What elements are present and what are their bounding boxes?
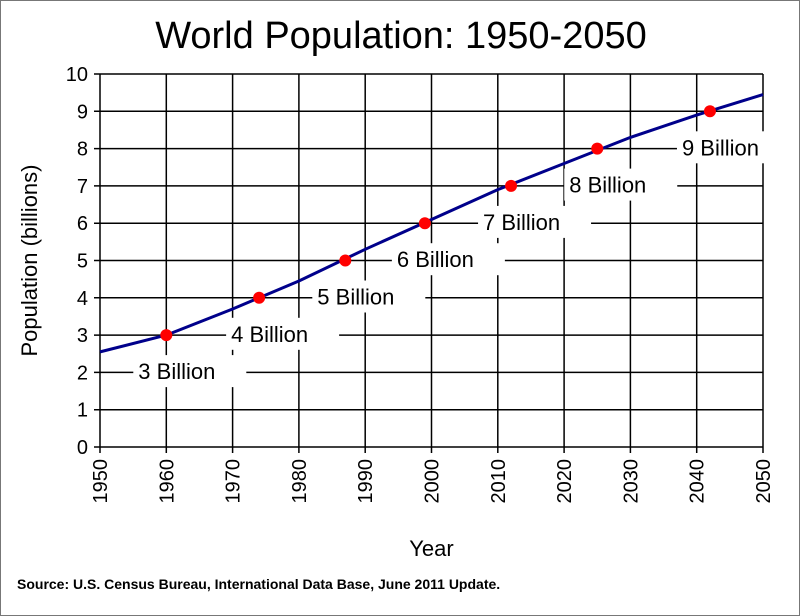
x-tick-label: 1980	[289, 459, 311, 504]
milestone-label-bg	[312, 280, 426, 313]
milestone-point	[253, 291, 266, 304]
milestone-point	[418, 217, 431, 230]
x-tick-label: 2040	[687, 459, 709, 504]
milestone-point	[703, 105, 716, 118]
milestone-point	[591, 142, 604, 155]
x-tick-label: 1950	[90, 459, 112, 504]
x-tick-label: 1990	[355, 459, 377, 504]
y-tick-label: 10	[66, 64, 88, 86]
milestone-label-bg	[564, 168, 678, 201]
milestone-label-bg	[478, 205, 592, 238]
milestone-label: 6 Billion	[397, 247, 474, 272]
x-tick-label: 1970	[223, 459, 245, 504]
y-axis-label: Population (billions)	[17, 165, 42, 357]
milestone-label-bg	[133, 355, 247, 388]
y-tick-label: 1	[77, 400, 88, 422]
milestone-label-bg	[226, 317, 340, 350]
source-note: Source: U.S. Census Bureau, Internationa…	[17, 576, 501, 592]
milestone-label-bg	[391, 243, 505, 276]
milestone-label: 3 Billion	[138, 359, 215, 384]
x-tick-label: 2050	[753, 459, 775, 504]
y-tick-label: 5	[77, 251, 88, 273]
chart-title: World Population: 1950-2050	[155, 15, 647, 57]
y-tick-label: 0	[77, 437, 88, 459]
y-tick-label: 3	[77, 325, 88, 347]
milestone-label: 7 Billion	[483, 210, 560, 235]
population-line	[99, 93, 764, 354]
x-tick-label: 2020	[554, 459, 576, 504]
y-tick-label: 4	[77, 288, 88, 310]
milestone-point	[160, 329, 173, 342]
x-tick-label: 1960	[156, 459, 178, 504]
milestone-label: 5 Billion	[317, 285, 394, 310]
milestone-point	[505, 179, 518, 192]
y-tick-label: 6	[77, 213, 88, 235]
y-tick-label: 9	[77, 101, 88, 123]
milestone-label-bg	[676, 131, 790, 164]
x-tick-label: 2000	[422, 459, 444, 504]
x-axis-label: Year	[409, 536, 453, 561]
milestone-label: 8 Billion	[569, 173, 646, 198]
milestone-label: 4 Billion	[231, 322, 308, 347]
x-tick-label: 2010	[488, 459, 510, 504]
x-tick-label: 2030	[620, 459, 642, 504]
y-tick-label: 7	[77, 176, 88, 198]
milestone-label: 9 Billion	[682, 135, 759, 160]
milestone-point	[339, 254, 352, 267]
y-tick-label: 2	[77, 362, 88, 384]
y-tick-label: 8	[77, 139, 88, 161]
